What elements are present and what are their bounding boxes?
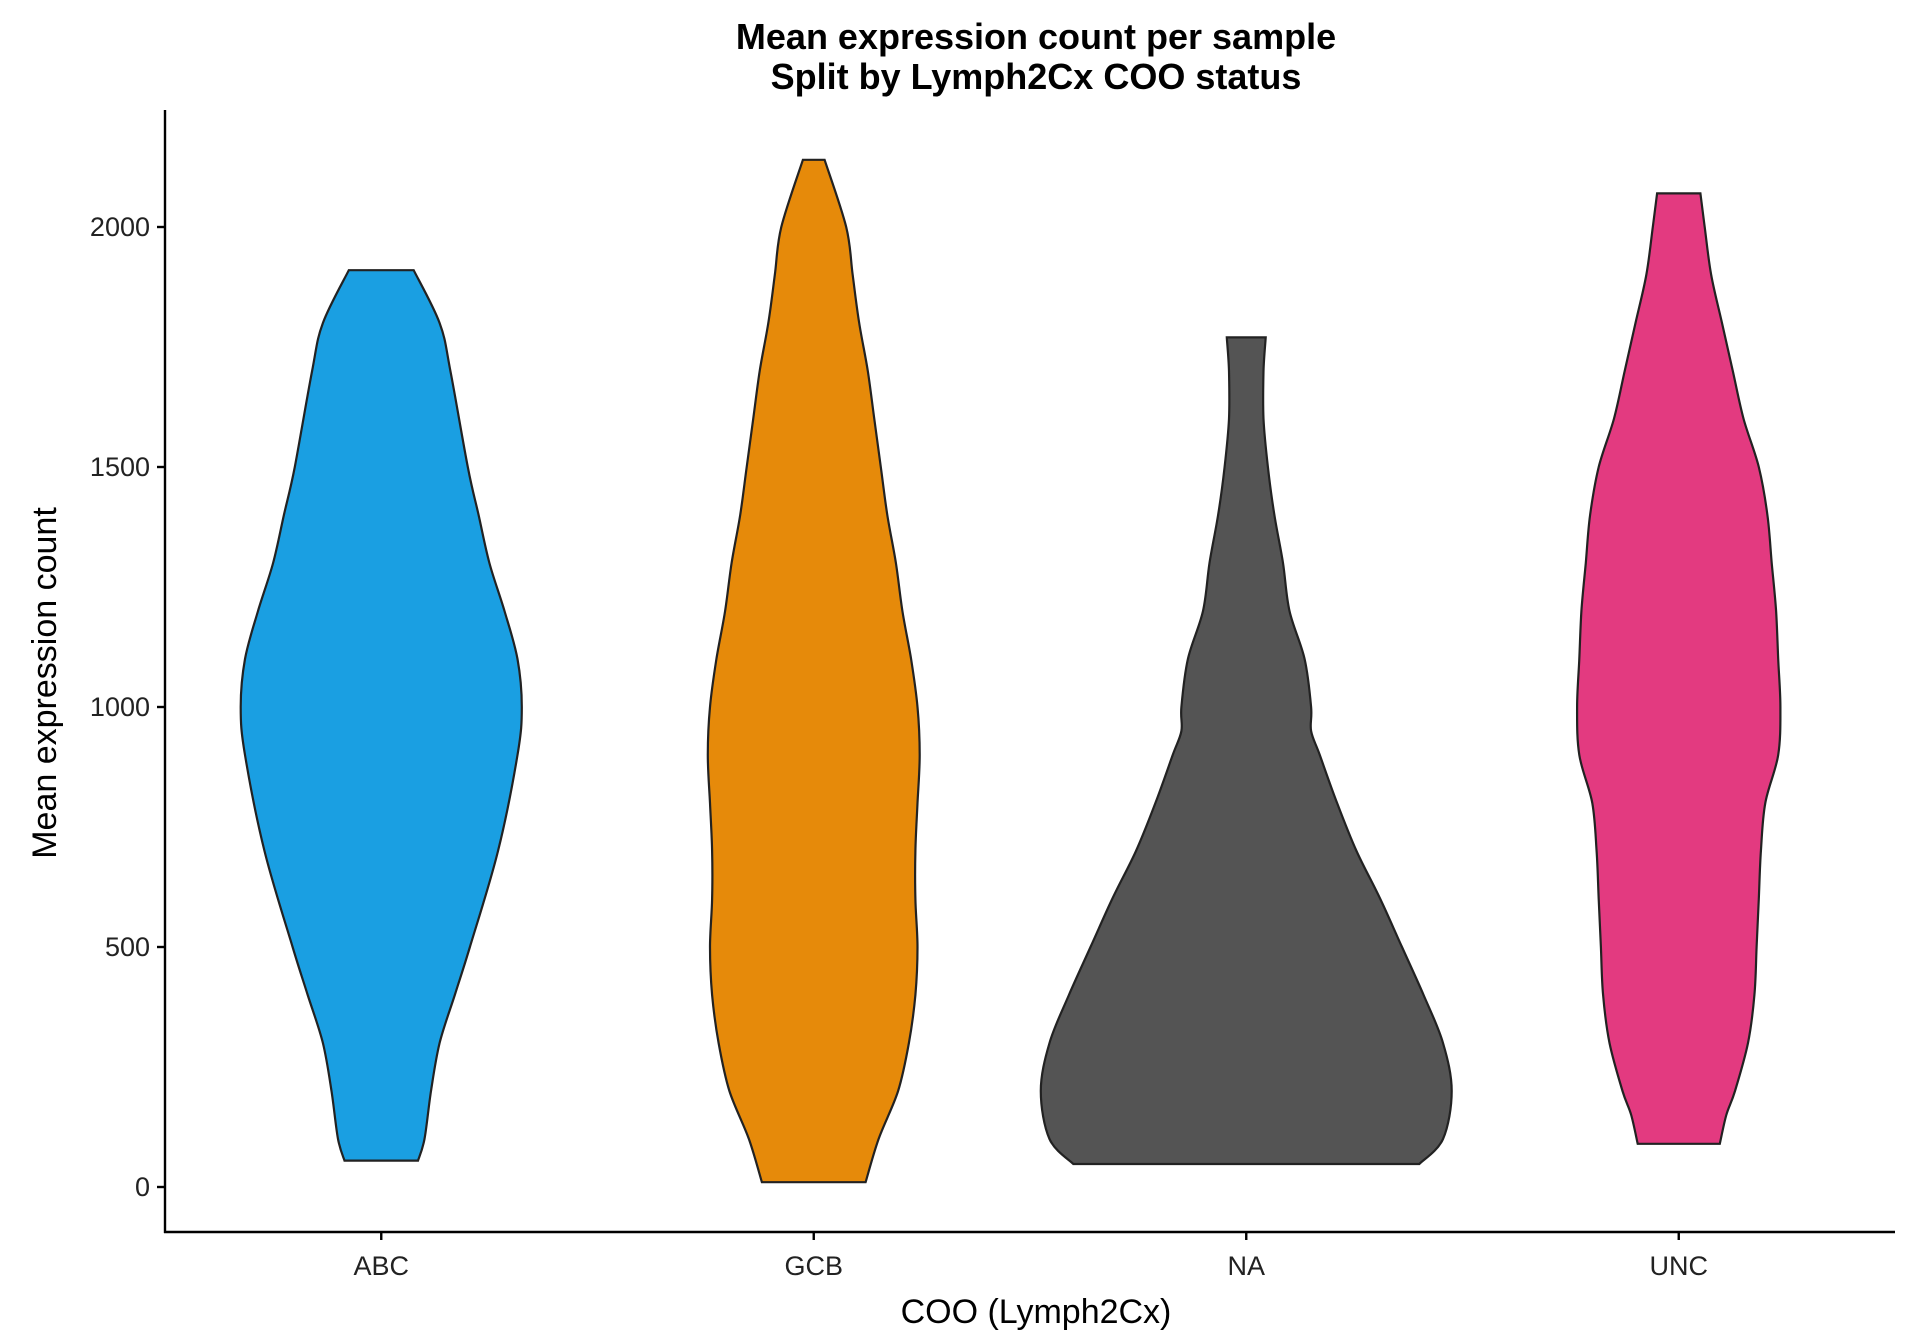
x-tick-label: UNC: [1650, 1251, 1709, 1281]
x-axis-ticks: ABC GCB NA UNC: [353, 1232, 1708, 1281]
y-axis-ticks: 0 500 1000 1500 2000: [90, 212, 165, 1202]
y-tick-label: 500: [105, 932, 150, 962]
y-tick-label: 1500: [90, 452, 150, 482]
chart-title: Mean expression count per sample: [736, 16, 1336, 57]
x-tick-label: NA: [1227, 1251, 1265, 1281]
violin-unc: [1575, 192, 1782, 1145]
violins-layer: [239, 158, 1782, 1184]
violin-abc: [239, 269, 523, 1162]
x-tick-label: ABC: [353, 1251, 409, 1281]
x-tick-label: GCB: [784, 1251, 843, 1281]
violin-gcb: [706, 158, 921, 1184]
chart-subtitle: Split by Lymph2Cx COO status: [771, 56, 1302, 97]
x-axis-title: COO (Lymph2Cx): [901, 1293, 1172, 1331]
y-axis-title: Mean expression count: [26, 507, 64, 859]
violin-na: [1039, 336, 1453, 1166]
y-tick-label: 2000: [90, 212, 150, 242]
y-tick-label: 0: [135, 1172, 150, 1202]
y-tick-label: 1000: [90, 692, 150, 722]
